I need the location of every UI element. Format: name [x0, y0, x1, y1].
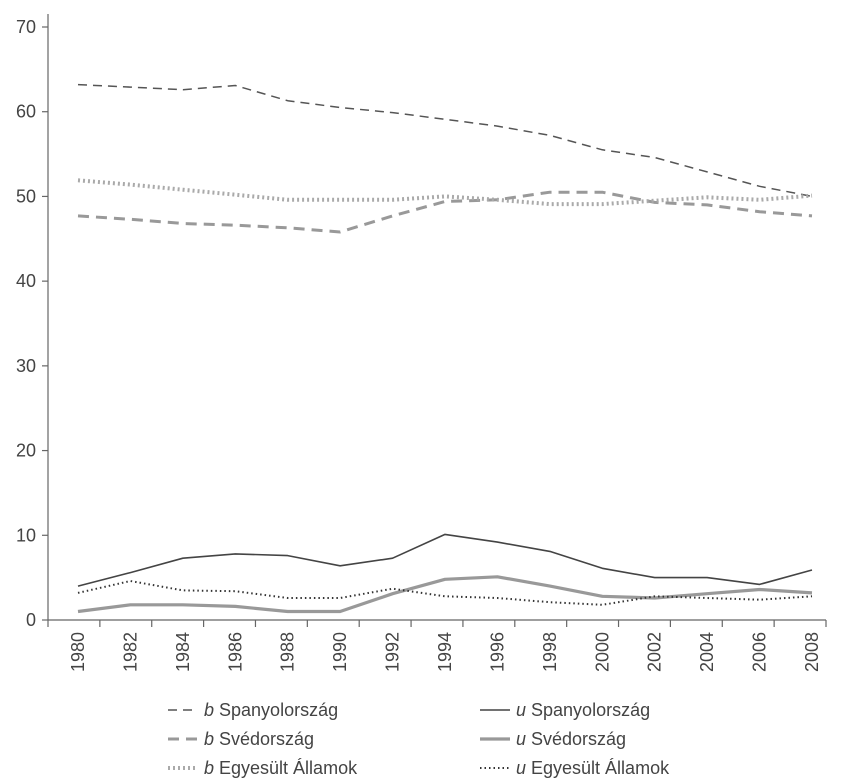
series-line-b-2	[77, 178, 813, 207]
x-tick-label: 2006	[750, 632, 770, 672]
series-line-b-1	[77, 190, 813, 234]
y-tick-label: 30	[16, 356, 36, 376]
y-tick-label: 50	[16, 186, 36, 206]
legend-label: b Spanyolország	[204, 700, 338, 720]
x-tick-label: 1988	[278, 632, 298, 672]
x-tick-label: 1998	[540, 632, 560, 672]
series-line-b-0	[77, 83, 813, 198]
x-tick-label: 1982	[120, 632, 140, 672]
x-tick-label: 2008	[802, 632, 822, 672]
legend-series-name: Svédország	[526, 729, 626, 749]
legend-label: u Svédország	[516, 729, 626, 749]
x-tick-label: 2000	[592, 632, 612, 672]
x-axis: 1980 1982 1984 1986 1988 1990 1992 1994 1996 1998…	[47, 619, 827, 672]
legend-prefix: b	[204, 758, 214, 778]
y-tick-label: 70	[16, 17, 36, 37]
legend-series-name: Svédország	[214, 729, 314, 749]
legend-label: u Spanyolország	[516, 700, 650, 720]
x-tick-label: 1990	[330, 632, 350, 672]
x-tick-label: 1996	[487, 632, 507, 672]
x-tick-label: 1980	[68, 632, 88, 672]
legend-prefix: u	[516, 758, 526, 778]
legend-series-name: Spanyolország	[214, 700, 338, 720]
x-tick-label: 1984	[173, 632, 193, 672]
y-tick-label: 60	[16, 102, 36, 122]
legend-series-name: Egyesült Államok	[214, 758, 358, 778]
x-tick-label: 1986	[225, 632, 245, 672]
x-tick-label: 1994	[435, 632, 455, 672]
legend-label: b Svédország	[204, 729, 314, 749]
y-tick-label: 0	[26, 610, 36, 630]
series-line-u-5	[77, 580, 813, 606]
x-tick-label: 2004	[697, 632, 717, 672]
series-layer	[77, 83, 813, 614]
legend-prefix: u	[516, 700, 526, 720]
legend-series-name: Spanyolország	[526, 700, 650, 720]
series-line-u-3	[77, 533, 813, 587]
legend-label: b Egyesült Államok	[204, 758, 358, 778]
y-tick-label: 10	[16, 525, 36, 545]
legend-label: u Egyesült Államok	[516, 758, 670, 778]
x-tick-label: 1992	[383, 632, 403, 672]
legend-series-name: Egyesült Államok	[526, 758, 670, 778]
legend-prefix: u	[516, 729, 526, 749]
y-tick-label: 20	[16, 441, 36, 461]
legend-prefix: b	[204, 700, 214, 720]
y-axis: 0 10 20 30 40 50 60 70	[16, 14, 49, 630]
x-tick-label: 2002	[645, 632, 665, 672]
y-tick-label: 40	[16, 271, 36, 291]
series-line-u-4	[77, 575, 813, 614]
legend-prefix: b	[204, 729, 214, 749]
